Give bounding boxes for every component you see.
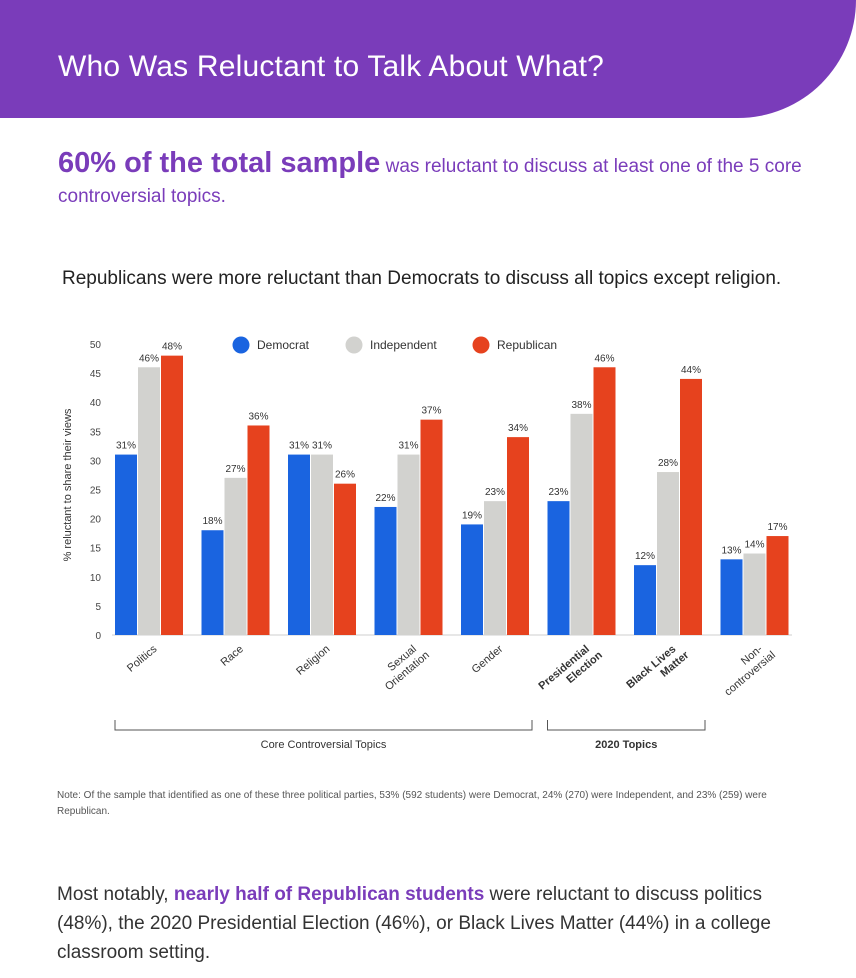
bar-value-label: 14% bbox=[744, 540, 764, 551]
page-title: Who Was Reluctant to Talk About What? bbox=[58, 50, 604, 84]
bar-value-label: 31% bbox=[312, 441, 332, 452]
bar-value-label: 31% bbox=[398, 441, 418, 452]
legend-swatch-1 bbox=[346, 337, 363, 354]
bar bbox=[161, 356, 183, 635]
y-axis-label: % reluctant to share their views bbox=[62, 408, 74, 561]
bar bbox=[248, 425, 270, 635]
legend-label-1: Independent bbox=[370, 338, 437, 352]
bar-value-label: 48% bbox=[162, 342, 182, 353]
closing-paragraph: Most notably, nearly half of Republican … bbox=[57, 880, 797, 967]
bar-value-label: 23% bbox=[485, 487, 505, 498]
bar-value-label: 18% bbox=[202, 516, 222, 527]
bar bbox=[548, 501, 570, 635]
bar bbox=[138, 367, 160, 635]
bar-value-label: 23% bbox=[548, 487, 568, 498]
bar bbox=[721, 559, 743, 635]
bar bbox=[288, 455, 310, 635]
bar bbox=[202, 530, 224, 635]
y-tick-label: 15 bbox=[90, 544, 102, 555]
y-tick-label: 30 bbox=[90, 456, 102, 467]
bar bbox=[744, 554, 766, 635]
x-tick-label: Politics bbox=[125, 643, 160, 675]
bar-value-label: 44% bbox=[681, 365, 701, 376]
headline: 60% of the total sample was reluctant to… bbox=[58, 148, 818, 212]
y-tick-label: 45 bbox=[90, 369, 102, 380]
x-tick-label: SexualOrientation bbox=[375, 639, 432, 693]
bar bbox=[421, 420, 443, 635]
header-banner: Who Was Reluctant to Talk About What? bbox=[0, 0, 856, 118]
bar-value-label: 36% bbox=[248, 411, 268, 422]
bar-value-label: 28% bbox=[658, 458, 678, 469]
chart-subheading: Republicans were more reluctant than Dem… bbox=[62, 268, 781, 290]
bar-value-label: 31% bbox=[116, 441, 136, 452]
bar-value-label: 12% bbox=[635, 551, 655, 562]
bar bbox=[634, 565, 656, 635]
bar bbox=[507, 437, 529, 635]
y-tick-label: 20 bbox=[90, 515, 102, 526]
bar-value-label: 31% bbox=[289, 441, 309, 452]
bar-value-label: 26% bbox=[335, 470, 355, 481]
bar bbox=[334, 484, 356, 635]
x-tick-label: Black LivesMatter bbox=[624, 639, 692, 701]
bar bbox=[571, 414, 593, 635]
bar bbox=[311, 455, 333, 635]
legend-label-2: Republican bbox=[497, 338, 557, 352]
bar bbox=[657, 472, 679, 635]
group-bracket bbox=[548, 720, 706, 730]
headline-stat: 60% of the total sample bbox=[58, 147, 380, 179]
bar-value-label: 37% bbox=[421, 406, 441, 417]
x-tick-label: Non-controversial bbox=[714, 639, 778, 698]
bar bbox=[375, 507, 397, 635]
bar bbox=[461, 524, 483, 635]
x-tick-label: Religion bbox=[294, 643, 332, 678]
y-tick-label: 35 bbox=[90, 427, 102, 438]
y-tick-label: 0 bbox=[95, 631, 101, 642]
bar-value-label: 13% bbox=[721, 545, 741, 556]
bar bbox=[115, 455, 137, 635]
bar-value-label: 27% bbox=[225, 464, 245, 475]
y-tick-label: 5 bbox=[95, 602, 101, 613]
group-label: 2020 Topics bbox=[595, 739, 657, 751]
y-tick-label: 40 bbox=[90, 398, 102, 409]
bar bbox=[398, 455, 420, 635]
bar bbox=[767, 536, 789, 635]
bar bbox=[594, 367, 616, 635]
sample-note: Note: Of the sample that identified as o… bbox=[57, 788, 797, 820]
bar-value-label: 22% bbox=[375, 493, 395, 504]
closing-highlight: nearly half of Republican students bbox=[174, 884, 484, 905]
bar-value-label: 46% bbox=[139, 353, 159, 364]
y-tick-label: 10 bbox=[90, 573, 102, 584]
legend-label-0: Democrat bbox=[257, 338, 310, 352]
closing-lead: Most notably, bbox=[57, 884, 174, 905]
legend-swatch-0 bbox=[233, 337, 250, 354]
bar-value-label: 34% bbox=[508, 423, 528, 434]
y-tick-label: 50 bbox=[90, 340, 102, 351]
x-tick-label: PresidentialElection bbox=[536, 639, 605, 702]
bar bbox=[225, 478, 247, 635]
group-label: Core Controversial Topics bbox=[261, 739, 387, 751]
bar-value-label: 17% bbox=[767, 522, 787, 533]
x-tick-label: Race bbox=[219, 643, 246, 669]
y-tick-label: 25 bbox=[90, 486, 102, 497]
x-tick-label: Gender bbox=[470, 643, 506, 676]
bar-value-label: 46% bbox=[594, 353, 614, 364]
bar-value-label: 38% bbox=[571, 400, 591, 411]
group-bracket bbox=[115, 720, 532, 730]
bar bbox=[680, 379, 702, 635]
bar bbox=[484, 501, 506, 635]
legend-swatch-2 bbox=[473, 337, 490, 354]
bar-chart: % reluctant to share their views 0 5 10 15 20… bbox=[0, 320, 856, 760]
bar-value-label: 19% bbox=[462, 510, 482, 521]
